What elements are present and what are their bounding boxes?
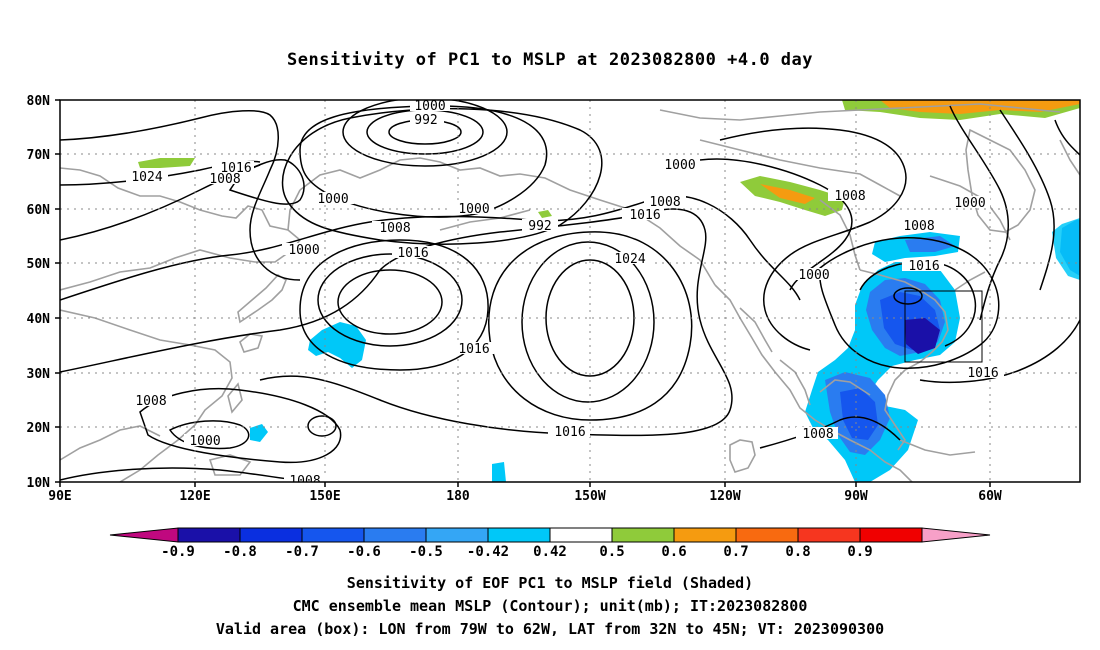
- contour-label: 1000: [664, 158, 695, 173]
- colorbar-swatch: [549, 527, 613, 543]
- colorbar-label: 0.5: [599, 544, 624, 560]
- colorbar-label: 0.7: [723, 544, 748, 560]
- colorbar-min-triangle: [109, 527, 179, 543]
- contour-label: 1016: [629, 208, 660, 223]
- map-content: 1000 992 1000 1024 1016 1008 1000 1000 9…: [60, 99, 1080, 489]
- colorbar-swatch: [363, 527, 427, 543]
- caption-shaded: Sensitivity of EOF PC1 to MSLP field (Sh…: [346, 574, 754, 592]
- colorbar-swatch: [425, 527, 489, 543]
- lat-label: 80N: [27, 94, 51, 109]
- colorbar-label: 0.8: [785, 544, 810, 560]
- contour-label: 1000: [317, 192, 348, 207]
- colorbar-label: -0.42: [467, 544, 509, 560]
- colorbar-swatch: [239, 527, 303, 543]
- negative-region-pacific-small: [250, 424, 268, 442]
- colorbar-label: 0.9: [847, 544, 872, 560]
- contour-label: 1008: [209, 172, 240, 187]
- lat-label: 10N: [27, 476, 51, 491]
- contour-label: 1016: [554, 425, 585, 440]
- contour-label: 1008: [802, 427, 833, 442]
- contour-labels: 1000 992 1000 1024 1016 1008 1000 1000 9…: [126, 99, 1004, 489]
- colorbar-swatch: [859, 527, 923, 543]
- contour-label: 1024: [614, 252, 645, 267]
- negative-region-tropical: [492, 462, 506, 482]
- lon-label: 180: [446, 489, 470, 504]
- colorbar-label: -0.8: [223, 544, 257, 560]
- colorbar-swatch: [735, 527, 799, 543]
- positive-region-bering: [138, 158, 195, 168]
- contour-label: 1008: [379, 221, 410, 236]
- valid-area-box: [904, 290, 983, 363]
- colorbar-swatch: [301, 527, 365, 543]
- contour-label: 1000: [954, 196, 985, 211]
- contour-label: 992: [414, 113, 437, 128]
- contour-label: 1000: [189, 434, 220, 449]
- contour-label: 1016: [397, 246, 428, 261]
- caption-valid-area: Valid area (box): LON from 79W to 62W, L…: [215, 620, 885, 638]
- lon-label: 90W: [844, 489, 868, 504]
- lon-label: 150W: [574, 489, 605, 504]
- colorbar-max-triangle: [921, 527, 991, 543]
- colorbar-swatch: [797, 527, 861, 543]
- contour-label: 1008: [903, 219, 934, 234]
- lat-label: 60N: [27, 203, 51, 218]
- plot-frame: [59, 99, 1081, 483]
- negative-region-gulf-inner: [840, 388, 878, 440]
- colorbar-label: 0.42: [533, 544, 567, 560]
- contour-label: 1008: [649, 195, 680, 210]
- positive-region-alaska-small: [538, 210, 552, 218]
- colorbar-swatch: [487, 527, 551, 543]
- contour-label: 1024: [131, 170, 162, 185]
- contour-label: 1008: [289, 474, 320, 489]
- lon-label: 120E: [179, 489, 210, 504]
- colorbar-swatch: [611, 527, 675, 543]
- colorbar-swatch: [177, 527, 241, 543]
- lon-label: 60W: [978, 489, 1002, 504]
- colorbar-label: -0.9: [161, 544, 195, 560]
- colorbar: -0.9 -0.8 -0.7 -0.6 -0.5 -0.42 0.42 0.5 0.6 0.7 0.…: [109, 527, 991, 560]
- contour-label: 1008: [834, 189, 865, 204]
- colorbar-label: 0.6: [661, 544, 686, 560]
- lon-label: 120W: [709, 489, 740, 504]
- negative-region-atlantic-outer: [1052, 218, 1080, 280]
- contour-label: 1016: [458, 342, 489, 357]
- lat-label: 50N: [27, 257, 51, 272]
- contour-label: 1008: [135, 394, 166, 409]
- negative-region-pacific: [308, 322, 366, 368]
- sensitivity-shading: [138, 100, 1080, 482]
- grid-lines: [60, 100, 1080, 482]
- negative-region-hudson-inner: [905, 236, 955, 252]
- contour-label: 1000: [414, 99, 445, 114]
- colorbar-label: -0.7: [285, 544, 319, 560]
- positive-region-canada-strong: [760, 184, 815, 204]
- contour-label: 1000: [288, 243, 319, 258]
- contour-label: 1016: [908, 259, 939, 274]
- latitude-labels: 80N 70N 60N 50N 40N 30N 20N 10N: [27, 94, 51, 491]
- lon-label: 90E: [48, 489, 71, 504]
- lat-label: 70N: [27, 148, 51, 163]
- contour-label: 1000: [458, 202, 489, 217]
- lat-label: 30N: [27, 367, 51, 382]
- lat-label: 20N: [27, 421, 51, 436]
- axis-ticks: [55, 99, 991, 487]
- colorbar-swatch: [673, 527, 737, 543]
- colorbar-label: -0.6: [347, 544, 381, 560]
- map-title: Sensitivity of PC1 to MSLP at 2023082800…: [286, 50, 813, 70]
- longitude-labels: 90E 120E 150E 180 150W 120W 90W 60W: [48, 489, 1002, 504]
- positive-region-arctic-strong: [880, 100, 1080, 114]
- contour-label: 992: [528, 219, 551, 234]
- contour-label: 1000: [798, 268, 829, 283]
- colorbar-label: -0.5: [409, 544, 443, 560]
- lat-label: 40N: [27, 312, 51, 327]
- contour-label: 1016: [967, 366, 998, 381]
- negative-region-us-core: [905, 318, 940, 354]
- lon-label: 150E: [309, 489, 340, 504]
- caption-contour: CMC ensemble mean MSLP (Contour); unit(m…: [292, 597, 808, 615]
